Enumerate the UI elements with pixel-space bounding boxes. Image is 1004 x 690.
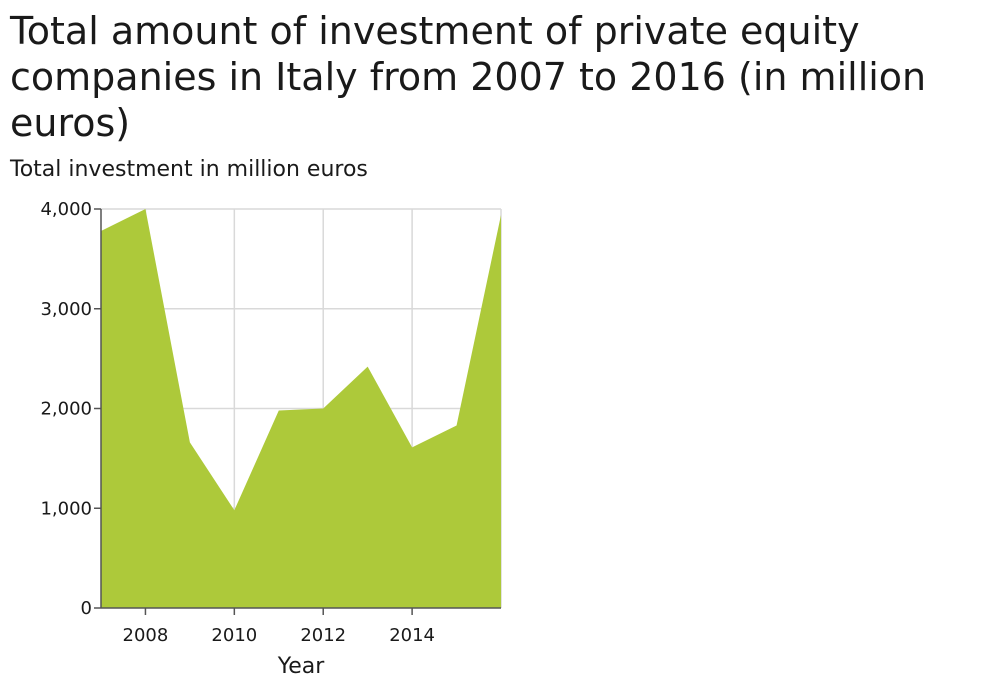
y-axis-ticks: 0 1,000 2,000 3,000 4,000: [40, 199, 101, 619]
x-axis-title: Year: [277, 654, 326, 679]
y-tick-label: 4,000: [40, 199, 92, 220]
area-fill: [101, 209, 501, 608]
x-tick-label: 2012: [300, 625, 346, 646]
chart-title: Total amount of investment of private eq…: [10, 9, 927, 145]
x-tick-label: 2008: [123, 625, 169, 646]
x-axis-ticks: 2008 2010 2012 2014: [123, 608, 435, 646]
x-tick-label: 2010: [211, 625, 257, 646]
y-tick-label: 0: [81, 598, 92, 619]
y-tick-label: 2,000: [40, 399, 92, 420]
y-tick-label: 1,000: [40, 498, 92, 519]
x-tick-label: 2014: [389, 625, 435, 646]
y-axis-title: Total investment in million euros: [10, 157, 368, 182]
area-series: [101, 209, 501, 608]
y-tick-label: 3,000: [40, 299, 92, 320]
